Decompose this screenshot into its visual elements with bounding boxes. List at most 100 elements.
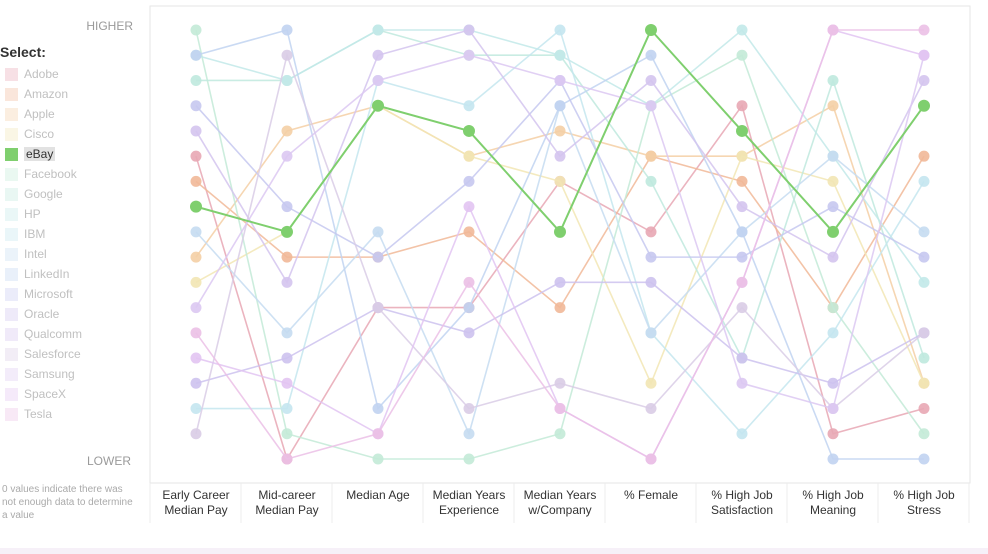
point-linkedin: [736, 226, 748, 238]
point-salesforce: [281, 49, 293, 61]
point-ibm: [736, 428, 748, 440]
legend-label: Salesforce: [24, 347, 81, 361]
legend-item-ebay[interactable]: eBay: [5, 144, 82, 164]
point-cisco: [645, 377, 657, 389]
legend-item-oracle[interactable]: Oracle: [5, 304, 82, 324]
company-legend: Adobe Amazon Apple Cisco eBay Facebook Google H…: [5, 64, 82, 424]
point-apple: [645, 150, 657, 162]
point-facebook: [554, 428, 566, 440]
legend-label: Samsung: [24, 367, 75, 381]
point-apple: [190, 251, 202, 263]
point-tesla: [736, 276, 748, 288]
legend-item-samsung[interactable]: Samsung: [5, 364, 82, 384]
legend-item-amazon[interactable]: Amazon: [5, 84, 82, 104]
point-ebay: [645, 24, 657, 36]
legend-swatch: [5, 307, 18, 321]
series-line-facebook: [195, 29, 925, 460]
point-adobe: [736, 100, 748, 112]
point-samsung: [554, 74, 566, 86]
point-microsoft: [463, 175, 475, 187]
legend-label: Facebook: [24, 167, 77, 181]
point-microsoft: [736, 251, 748, 263]
legend-item-apple[interactable]: Apple: [5, 104, 82, 124]
point-amazon: [463, 226, 475, 238]
point-microsoft: [918, 251, 930, 263]
point-oracle: [645, 276, 657, 288]
point-qualcomm: [645, 74, 657, 86]
legend-swatch: [5, 387, 18, 401]
point-google: [918, 352, 930, 364]
series-line-tesla: [195, 29, 924, 461]
point-cisco: [463, 150, 475, 162]
point-qualcomm: [827, 251, 839, 263]
legend-label: eBay: [24, 147, 56, 161]
footnote: 0 values indicate there was not enough d…: [2, 484, 133, 521]
axis-label: Experience: [439, 503, 499, 517]
point-facebook: [190, 24, 202, 36]
legend-item-cisco[interactable]: Cisco: [5, 124, 82, 144]
point-hp: [554, 49, 566, 61]
point-ibm: [554, 24, 566, 36]
point-ibm: [281, 403, 293, 415]
axis-label: Median Years: [433, 488, 506, 502]
point-adobe: [918, 403, 930, 415]
point-tesla: [554, 403, 566, 415]
legend-item-adobe[interactable]: Adobe: [5, 64, 82, 84]
legend-item-salesforce[interactable]: Salesforce: [5, 344, 82, 364]
legend-item-qualcomm[interactable]: Qualcomm: [5, 324, 82, 344]
legend-label: Oracle: [24, 307, 60, 321]
point-google: [190, 74, 202, 86]
point-qualcomm: [190, 125, 202, 137]
point-adobe: [827, 428, 839, 440]
point-facebook: [372, 453, 384, 465]
point-qualcomm: [554, 150, 566, 162]
legend-swatch: [5, 87, 18, 101]
point-oracle: [554, 276, 566, 288]
legend-swatch: [5, 327, 18, 341]
point-ebay: [281, 225, 293, 238]
legend-swatch: [5, 107, 18, 121]
legend-item-spacex[interactable]: SpaceX: [5, 384, 82, 404]
legend-item-intel[interactable]: Intel: [5, 244, 82, 264]
point-salesforce: [736, 302, 748, 314]
legend-item-facebook[interactable]: Facebook: [5, 164, 82, 184]
point-samsung: [645, 100, 657, 112]
legend-label: Intel: [24, 247, 47, 261]
legend-item-tesla[interactable]: Tesla: [5, 404, 82, 424]
point-samsung: [736, 377, 748, 389]
point-spacex: [918, 49, 930, 61]
legend-item-hp[interactable]: HP: [5, 204, 82, 224]
point-qualcomm: [918, 74, 930, 86]
point-linkedin: [827, 453, 839, 465]
legend-item-ibm[interactable]: IBM: [5, 224, 82, 244]
point-facebook: [463, 453, 475, 465]
point-adobe: [190, 150, 202, 162]
point-samsung: [827, 403, 839, 415]
legend-item-microsoft[interactable]: Microsoft: [5, 284, 82, 304]
legend-item-linkedin[interactable]: LinkedIn: [5, 264, 82, 284]
point-hp: [736, 24, 748, 36]
point-oracle: [281, 352, 293, 364]
point-ibm: [190, 403, 202, 415]
point-oracle: [827, 377, 839, 389]
legend-item-google[interactable]: Google: [5, 184, 82, 204]
legend-label: Qualcomm: [24, 327, 83, 341]
point-cisco: [827, 175, 839, 187]
legend-swatch: [5, 67, 18, 81]
point-tesla: [827, 24, 839, 36]
point-amazon: [918, 150, 930, 162]
point-microsoft: [645, 251, 657, 263]
point-intel: [645, 327, 657, 339]
point-intel: [463, 428, 475, 440]
point-oracle: [736, 352, 748, 364]
point-samsung: [463, 49, 475, 61]
point-facebook: [827, 302, 839, 314]
point-spacex: [190, 352, 202, 364]
point-qualcomm: [463, 24, 475, 36]
point-linkedin: [463, 302, 475, 314]
point-ebay: [463, 124, 475, 137]
legend-label: Adobe: [24, 67, 59, 81]
axis-label: Median Age: [346, 488, 410, 502]
